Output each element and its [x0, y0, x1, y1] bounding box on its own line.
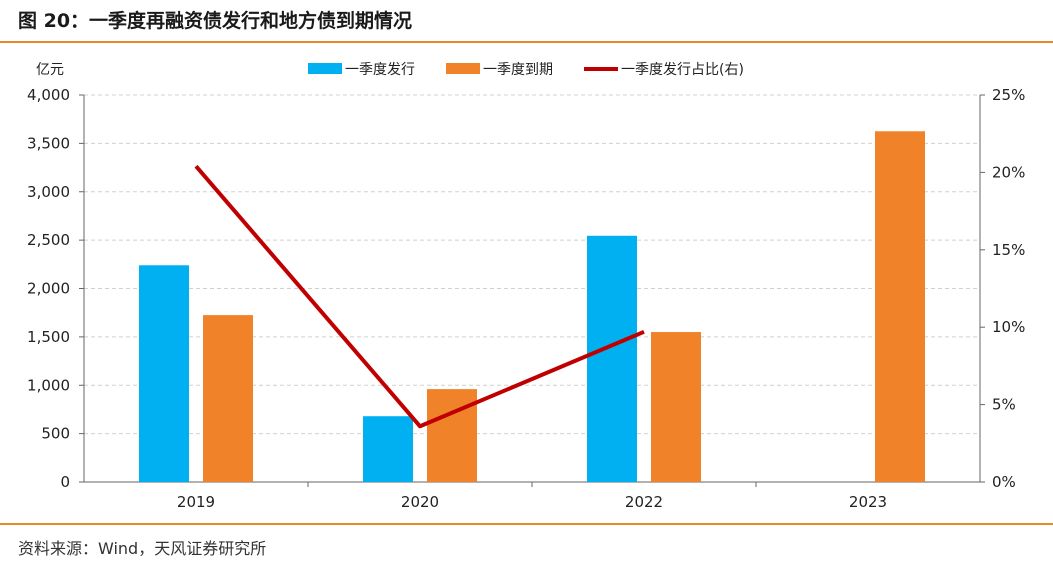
legend-label: 一季度到期 [483, 62, 553, 78]
footer-divider [0, 523, 1053, 525]
bar-maturity [427, 389, 477, 482]
bar-issuance [139, 265, 189, 482]
bar-maturity [651, 332, 701, 482]
y2-tick-label: 25% [992, 86, 1025, 104]
x-tick-label: 2023 [849, 493, 887, 511]
legend-label: 一季度发行占比(右) [621, 62, 744, 78]
y-tick-label: 3,500 [27, 134, 70, 152]
legend-label: 一季度发行 [345, 62, 415, 78]
y2-tick-label: 20% [992, 163, 1025, 181]
bar-issuance [363, 416, 413, 482]
y-tick-label: 2,000 [27, 280, 70, 298]
y-tick-label: 1,500 [27, 328, 70, 346]
y-axis-unit: 亿元 [36, 62, 64, 78]
title-divider [0, 41, 1053, 43]
y2-tick-label: 10% [992, 318, 1025, 336]
y2-tick-label: 0% [992, 473, 1016, 491]
y-tick-label: 4,000 [27, 86, 70, 104]
legend-swatch [308, 63, 342, 74]
bar-issuance [587, 235, 637, 482]
bar-maturity [875, 131, 925, 482]
y-tick-label: 0 [60, 473, 70, 491]
y2-tick-label: 15% [992, 241, 1025, 259]
source-note: 资料来源：Wind，天风证券研究所 [18, 539, 267, 558]
y-tick-label: 2,500 [27, 231, 70, 249]
y2-tick-label: 5% [992, 396, 1016, 414]
x-tick-label: 2020 [401, 493, 439, 511]
bar-maturity [203, 315, 253, 482]
x-tick-label: 2019 [177, 493, 215, 511]
y-tick-label: 1,000 [27, 376, 70, 394]
legend-swatch [446, 63, 480, 74]
line-issuance-share [194, 164, 645, 429]
x-tick-label: 2022 [625, 493, 663, 511]
combo-chart: 0 500 1,000 1,500 2,000 2,500 3,000 3,500 4,000 0… [27, 62, 1025, 511]
y-tick-label: 500 [41, 425, 70, 443]
y-tick-label: 3,000 [27, 183, 70, 201]
chart-title: 图 20：一季度再融资债发行和地方债到期情况 [18, 10, 413, 32]
